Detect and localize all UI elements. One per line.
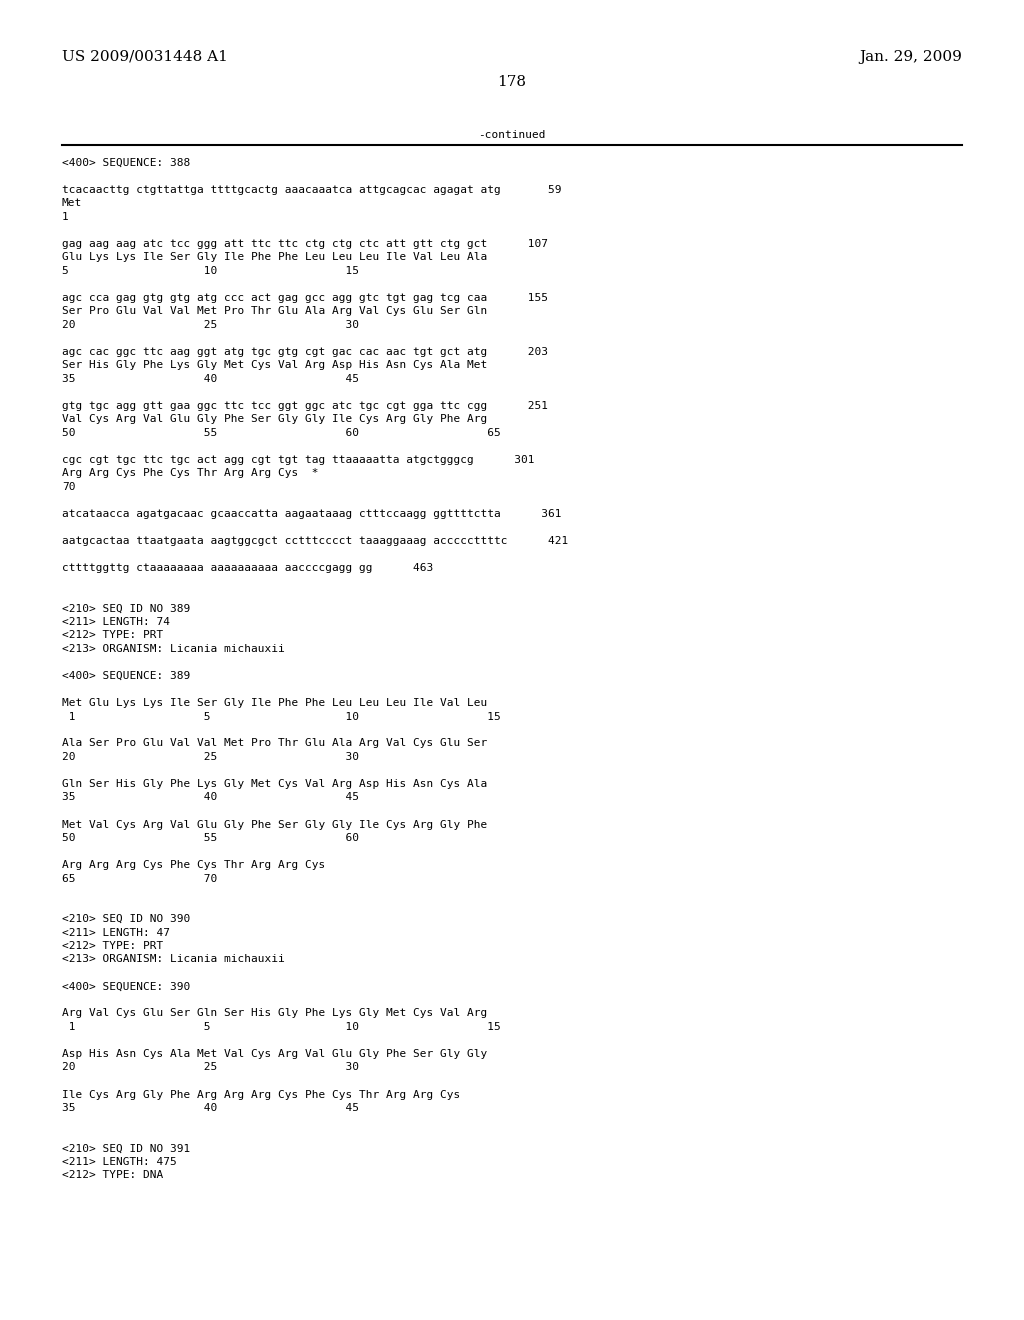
Text: <210> SEQ ID NO 390: <210> SEQ ID NO 390 [62, 913, 190, 924]
Text: Arg Arg Arg Cys Phe Cys Thr Arg Arg Cys: Arg Arg Arg Cys Phe Cys Thr Arg Arg Cys [62, 861, 326, 870]
Text: Ser Pro Glu Val Val Met Pro Thr Glu Ala Arg Val Cys Glu Ser Gln: Ser Pro Glu Val Val Met Pro Thr Glu Ala … [62, 306, 487, 317]
Text: <213> ORGANISM: Licania michauxii: <213> ORGANISM: Licania michauxii [62, 644, 285, 653]
Text: cgc cgt tgc ttc tgc act agg cgt tgt tag ttaaaaatta atgctgggcg      301: cgc cgt tgc ttc tgc act agg cgt tgt tag … [62, 455, 535, 465]
Text: <212> TYPE: PRT: <212> TYPE: PRT [62, 941, 163, 950]
Text: Ile Cys Arg Gly Phe Arg Arg Arg Cys Phe Cys Thr Arg Arg Cys: Ile Cys Arg Gly Phe Arg Arg Arg Cys Phe … [62, 1089, 460, 1100]
Text: Jan. 29, 2009: Jan. 29, 2009 [859, 50, 962, 63]
Text: Met Glu Lys Lys Ile Ser Gly Ile Phe Phe Leu Leu Leu Ile Val Leu: Met Glu Lys Lys Ile Ser Gly Ile Phe Phe … [62, 698, 487, 708]
Text: 65                   70: 65 70 [62, 874, 217, 883]
Text: 20                   25                   30: 20 25 30 [62, 1063, 359, 1072]
Text: gtg tgc agg gtt gaa ggc ttc tcc ggt ggc atc tgc cgt gga ttc cgg      251: gtg tgc agg gtt gaa ggc ttc tcc ggt ggc … [62, 401, 548, 411]
Text: Met Val Cys Arg Val Glu Gly Phe Ser Gly Gly Ile Cys Arg Gly Phe: Met Val Cys Arg Val Glu Gly Phe Ser Gly … [62, 820, 487, 829]
Text: Gln Ser His Gly Phe Lys Gly Met Cys Val Arg Asp His Asn Cys Ala: Gln Ser His Gly Phe Lys Gly Met Cys Val … [62, 779, 487, 789]
Text: 50                   55                   60                   65: 50 55 60 65 [62, 428, 501, 438]
Text: 20                   25                   30: 20 25 30 [62, 752, 359, 762]
Text: -continued: -continued [478, 129, 546, 140]
Text: Met: Met [62, 198, 82, 209]
Text: 1                   5                    10                   15: 1 5 10 15 [62, 1022, 501, 1032]
Text: <212> TYPE: PRT: <212> TYPE: PRT [62, 631, 163, 640]
Text: Ala Ser Pro Glu Val Val Met Pro Thr Glu Ala Arg Val Cys Glu Ser: Ala Ser Pro Glu Val Val Met Pro Thr Glu … [62, 738, 487, 748]
Text: <210> SEQ ID NO 391: <210> SEQ ID NO 391 [62, 1143, 190, 1154]
Text: Ser His Gly Phe Lys Gly Met Cys Val Arg Asp His Asn Cys Ala Met: Ser His Gly Phe Lys Gly Met Cys Val Arg … [62, 360, 487, 371]
Text: US 2009/0031448 A1: US 2009/0031448 A1 [62, 50, 228, 63]
Text: 5                    10                   15: 5 10 15 [62, 267, 359, 276]
Text: cttttggttg ctaaaaaaaa aaaaaaaaaa aaccccgagg gg      463: cttttggttg ctaaaaaaaa aaaaaaaaaa aaccccg… [62, 564, 433, 573]
Text: agc cca gag gtg gtg atg ccc act gag gcc agg gtc tgt gag tcg caa      155: agc cca gag gtg gtg atg ccc act gag gcc … [62, 293, 548, 304]
Text: <211> LENGTH: 74: <211> LENGTH: 74 [62, 616, 170, 627]
Text: <210> SEQ ID NO 389: <210> SEQ ID NO 389 [62, 603, 190, 614]
Text: Asp His Asn Cys Ala Met Val Cys Arg Val Glu Gly Phe Ser Gly Gly: Asp His Asn Cys Ala Met Val Cys Arg Val … [62, 1049, 487, 1059]
Text: <212> TYPE: DNA: <212> TYPE: DNA [62, 1171, 163, 1180]
Text: Arg Val Cys Glu Ser Gln Ser His Gly Phe Lys Gly Met Cys Val Arg: Arg Val Cys Glu Ser Gln Ser His Gly Phe … [62, 1008, 487, 1019]
Text: <400> SEQUENCE: 389: <400> SEQUENCE: 389 [62, 671, 190, 681]
Text: Val Cys Arg Val Glu Gly Phe Ser Gly Gly Ile Cys Arg Gly Phe Arg: Val Cys Arg Val Glu Gly Phe Ser Gly Gly … [62, 414, 487, 425]
Text: 35                   40                   45: 35 40 45 [62, 1104, 359, 1113]
Text: gag aag aag atc tcc ggg att ttc ttc ctg ctg ctc att gtt ctg gct      107: gag aag aag atc tcc ggg att ttc ttc ctg … [62, 239, 548, 249]
Text: 35                   40                   45: 35 40 45 [62, 374, 359, 384]
Text: <213> ORGANISM: Licania michauxii: <213> ORGANISM: Licania michauxii [62, 954, 285, 965]
Text: 50                   55                   60: 50 55 60 [62, 833, 359, 843]
Text: atcataacca agatgacaac gcaaccatta aagaataaag ctttccaagg ggttttctta      361: atcataacca agatgacaac gcaaccatta aagaata… [62, 510, 561, 519]
Text: Arg Arg Cys Phe Cys Thr Arg Arg Cys  *: Arg Arg Cys Phe Cys Thr Arg Arg Cys * [62, 469, 318, 479]
Text: Glu Lys Lys Ile Ser Gly Ile Phe Phe Leu Leu Leu Ile Val Leu Ala: Glu Lys Lys Ile Ser Gly Ile Phe Phe Leu … [62, 252, 487, 263]
Text: <211> LENGTH: 47: <211> LENGTH: 47 [62, 928, 170, 937]
Text: <211> LENGTH: 475: <211> LENGTH: 475 [62, 1158, 177, 1167]
Text: tcacaacttg ctgttattga ttttgcactg aaacaaatca attgcagcac agagat atg       59: tcacaacttg ctgttattga ttttgcactg aaacaaa… [62, 185, 561, 195]
Text: aatgcactaa ttaatgaata aagtggcgct cctttcccct taaaggaaag acccccttttc      421: aatgcactaa ttaatgaata aagtggcgct cctttcc… [62, 536, 568, 546]
Text: 1                   5                    10                   15: 1 5 10 15 [62, 711, 501, 722]
Text: 70: 70 [62, 482, 76, 492]
Text: <400> SEQUENCE: 388: <400> SEQUENCE: 388 [62, 158, 190, 168]
Text: <400> SEQUENCE: 390: <400> SEQUENCE: 390 [62, 982, 190, 991]
Text: 1: 1 [62, 213, 69, 222]
Text: 178: 178 [498, 75, 526, 88]
Text: 35                   40                   45: 35 40 45 [62, 792, 359, 803]
Text: agc cac ggc ttc aag ggt atg tgc gtg cgt gac cac aac tgt gct atg      203: agc cac ggc ttc aag ggt atg tgc gtg cgt … [62, 347, 548, 356]
Text: 20                   25                   30: 20 25 30 [62, 319, 359, 330]
